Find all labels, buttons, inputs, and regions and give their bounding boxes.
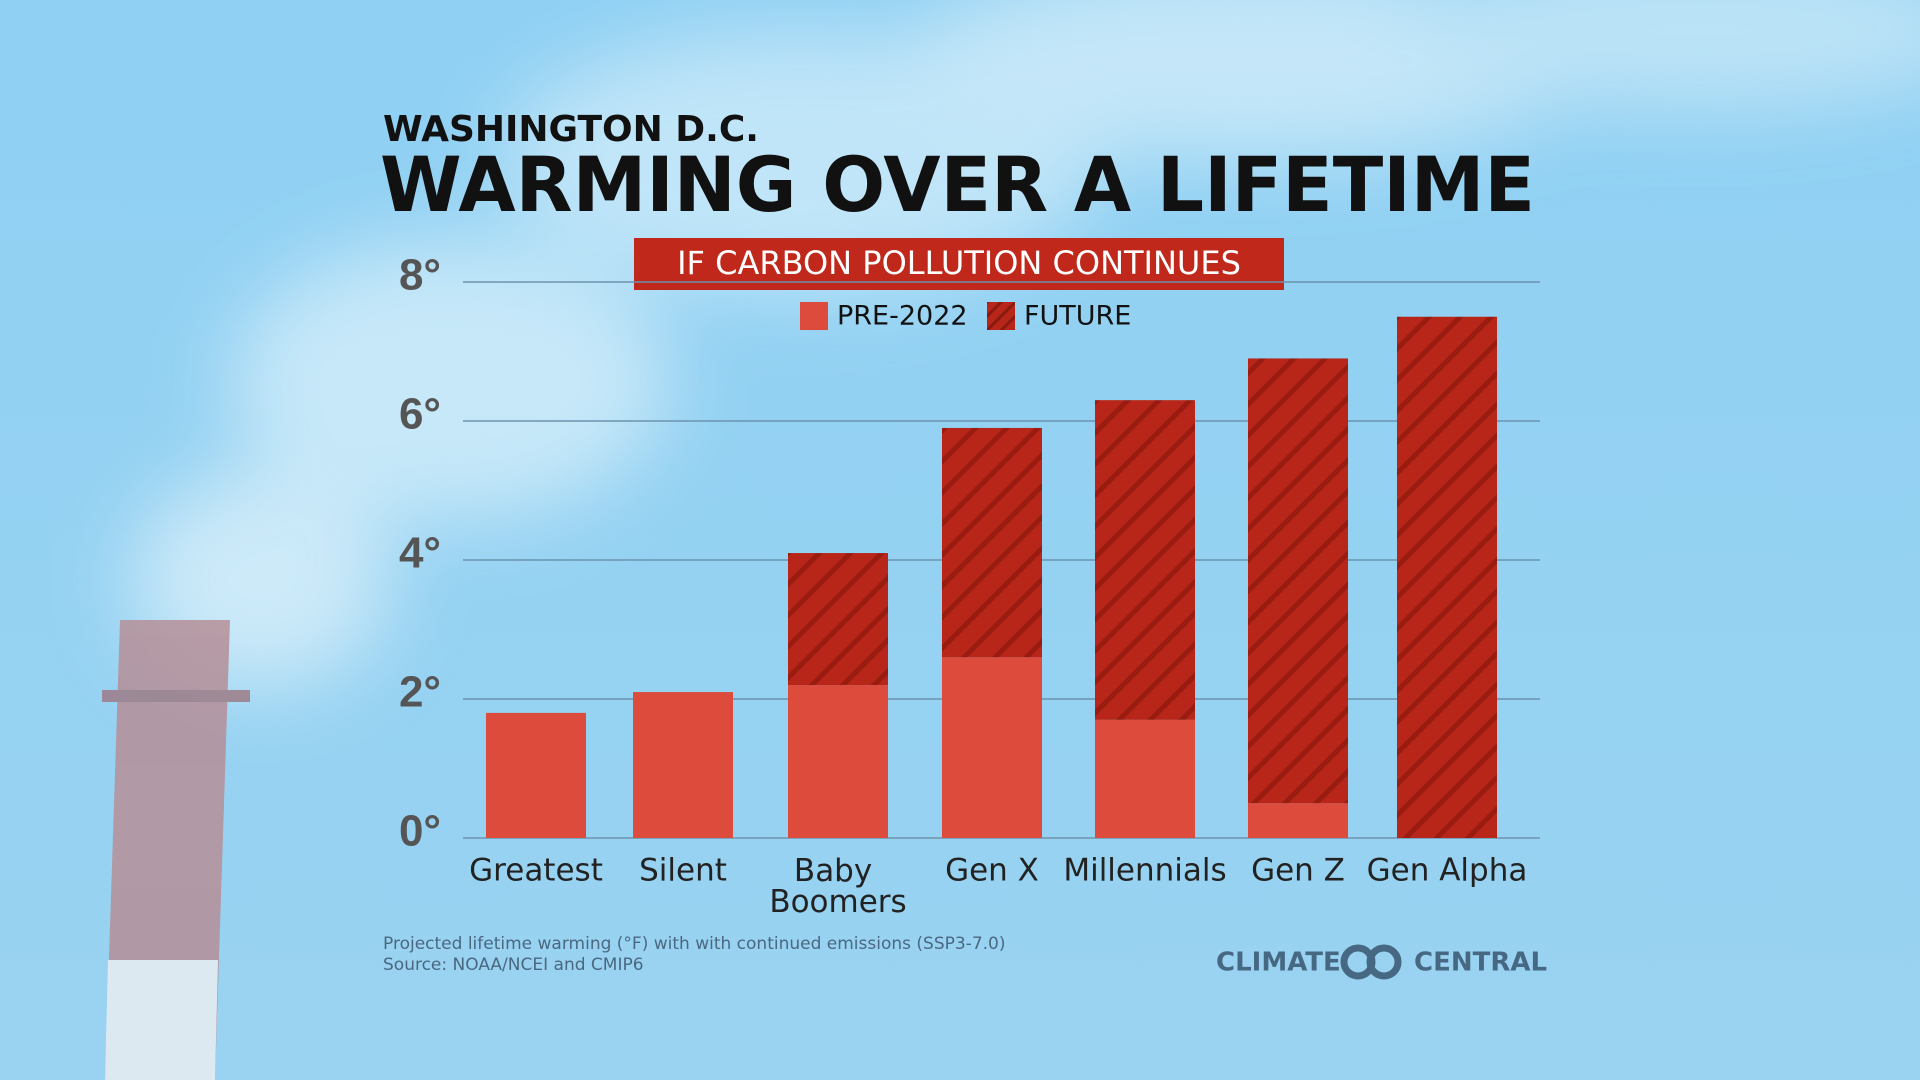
chimney: [102, 620, 250, 1080]
legend-label: PRE-2022: [837, 301, 968, 332]
bar-segment: [633, 692, 733, 838]
bar-segment: [788, 553, 888, 686]
subtitle: IF CARBON POLLUTION CONTINUES: [677, 244, 1241, 282]
x-tick-label: Greatest: [469, 853, 603, 889]
source: Source: NOAA/NCEI and CMIP6: [383, 955, 644, 975]
legend-swatch: [800, 302, 828, 330]
supertitle: WASHINGTON D.C.: [383, 109, 759, 150]
logo-text: CLIMATE: [1216, 948, 1341, 978]
y-tick-label: 2°: [399, 668, 441, 717]
y-tick-label: 6°: [399, 390, 441, 439]
legend-swatch: [987, 302, 1015, 330]
logo-icon: [1340, 944, 1402, 980]
y-tick-label: 4°: [399, 529, 441, 578]
x-tick-label: Silent: [639, 853, 727, 889]
x-tick-label: Gen Z: [1251, 853, 1345, 889]
bar-segment: [942, 427, 1042, 658]
bar-segment: [1095, 719, 1195, 838]
bar-segment: [1095, 400, 1195, 720]
y-tick-label: 8°: [399, 251, 441, 300]
bar-segment: [486, 712, 586, 838]
smoke: [130, 0, 1920, 690]
note: Projected lifetime warming (°F) with wit…: [383, 934, 1005, 954]
x-tick-label: Baby Boomers: [769, 853, 906, 920]
bar-segment: [1248, 803, 1348, 838]
logo-text: CENTRAL: [1414, 948, 1547, 978]
bar-segment: [942, 657, 1042, 838]
chart-title: WARMING OVER A LIFETIME: [380, 140, 1535, 229]
bar-segment: [1397, 316, 1497, 838]
y-tick-label: 0°: [399, 807, 441, 856]
legend-label: FUTURE: [1024, 301, 1131, 332]
x-tick-label: Gen X: [945, 853, 1039, 889]
bar-segment: [1248, 358, 1348, 804]
x-tick-label: Gen Alpha: [1367, 853, 1528, 889]
x-tick-label: Millennials: [1063, 853, 1226, 889]
bar-segment: [788, 685, 888, 838]
